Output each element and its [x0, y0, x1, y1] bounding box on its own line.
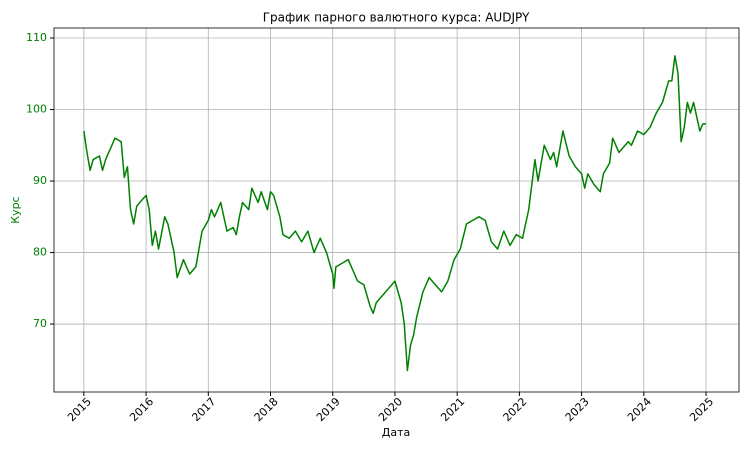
y-tick-label: 100 [26, 103, 47, 116]
x-tick-label: 2023 [563, 395, 592, 424]
x-tick-label: 2017 [189, 395, 218, 424]
price-line [83, 55, 707, 372]
x-axis-label: Дата [382, 426, 410, 439]
plot-frame [53, 27, 740, 393]
y-tick-label: 90 [33, 174, 47, 187]
chart-title: График парного валютного курса: AUDJPY [263, 11, 530, 25]
x-tick-label: 2019 [314, 395, 343, 424]
x-tick-label: 2015 [65, 395, 94, 424]
y-tick-label: 110 [26, 31, 47, 44]
x-tick-label: 2025 [687, 395, 716, 424]
y-tick-label: 70 [33, 317, 47, 330]
y-axis-label: Курс [9, 196, 22, 223]
x-tick-label: 2020 [376, 395, 405, 424]
x-tick-label: 2024 [625, 395, 654, 424]
x-tick-label: 2022 [501, 395, 530, 424]
y-tick-label: 80 [33, 246, 47, 259]
x-tick-label: 2018 [252, 395, 281, 424]
x-tick-label: 2021 [438, 395, 467, 424]
x-tick-label: 2016 [127, 395, 156, 424]
